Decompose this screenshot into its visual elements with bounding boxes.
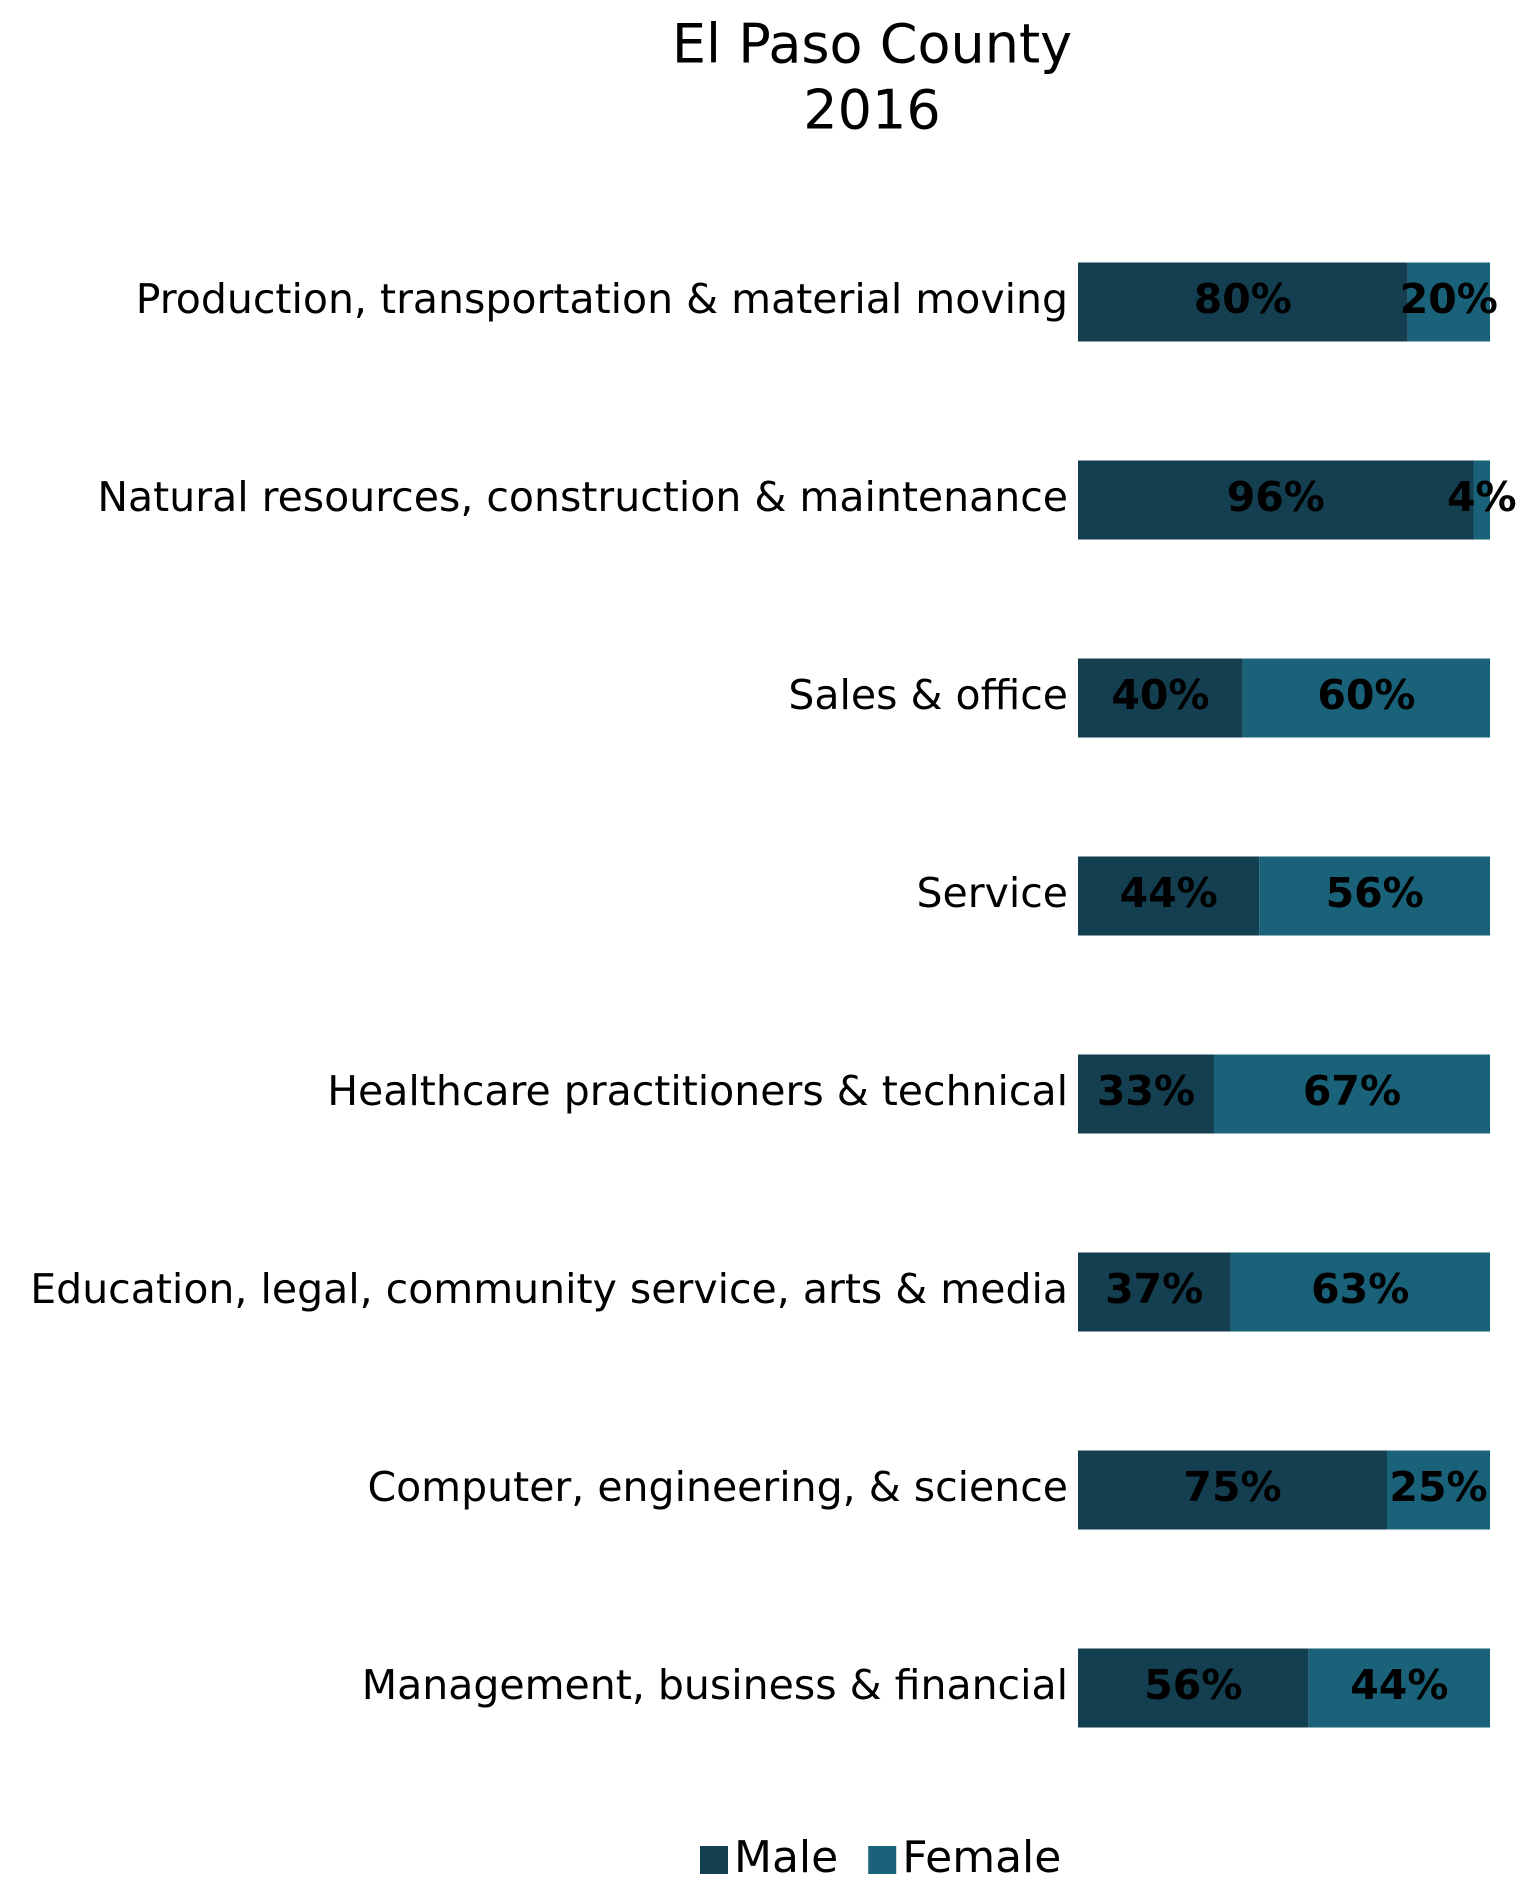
bar-segment <box>1078 460 1474 540</box>
value-label: 63% <box>1311 1265 1409 1313</box>
bar-segment <box>1213 1054 1490 1134</box>
bar-segment <box>1078 1252 1231 1332</box>
value-label: 37% <box>1105 1265 1203 1313</box>
legend-swatch <box>700 1846 728 1874</box>
bar-segment <box>1242 658 1490 738</box>
value-label: 56% <box>1144 1661 1242 1709</box>
bar-segment <box>1387 1450 1490 1530</box>
legend-label: Male <box>734 1832 838 1883</box>
bar-segment <box>1078 1648 1309 1728</box>
bar-segment <box>1473 460 1490 540</box>
bar-segment <box>1259 856 1490 936</box>
value-label: 67% <box>1303 1067 1401 1115</box>
category-label: Production, transportation & material mo… <box>136 275 1068 323</box>
value-label: 33% <box>1097 1067 1195 1115</box>
category-label: Management, business & financial <box>362 1661 1068 1709</box>
chart-subtitle: 2016 <box>803 79 940 142</box>
value-label: 56% <box>1326 869 1424 917</box>
chart-title: El Paso County <box>672 13 1072 76</box>
category-label: Sales & office <box>788 671 1068 719</box>
category-label: Natural resources, construction & mainte… <box>97 473 1068 521</box>
legend-swatch <box>868 1846 897 1874</box>
value-label: 44% <box>1120 869 1218 917</box>
bar-segment <box>1078 1450 1387 1530</box>
value-label: 4% <box>1447 473 1517 521</box>
bar-segment <box>1308 1648 1490 1728</box>
value-label: 96% <box>1227 473 1325 521</box>
bar-segment <box>1078 856 1260 936</box>
value-label: 75% <box>1183 1463 1281 1511</box>
category-label: Healthcare practitioners & technical <box>327 1067 1068 1115</box>
value-label: 25% <box>1389 1463 1487 1511</box>
category-label: Service <box>916 869 1068 917</box>
bar-segment <box>1078 262 1408 342</box>
bar-segment <box>1078 658 1243 738</box>
value-label: 20% <box>1400 275 1498 323</box>
value-label: 40% <box>1111 671 1209 719</box>
value-label: 44% <box>1350 1661 1448 1709</box>
category-label: Computer, engineering, & science <box>367 1463 1068 1511</box>
bar-segment <box>1230 1252 1490 1332</box>
bar-segment <box>1078 1054 1214 1134</box>
value-label: 80% <box>1194 275 1292 323</box>
legend-label: Female <box>902 1832 1061 1883</box>
value-label: 60% <box>1317 671 1415 719</box>
category-label: Education, legal, community service, art… <box>30 1265 1068 1313</box>
bar-segment <box>1407 262 1490 342</box>
